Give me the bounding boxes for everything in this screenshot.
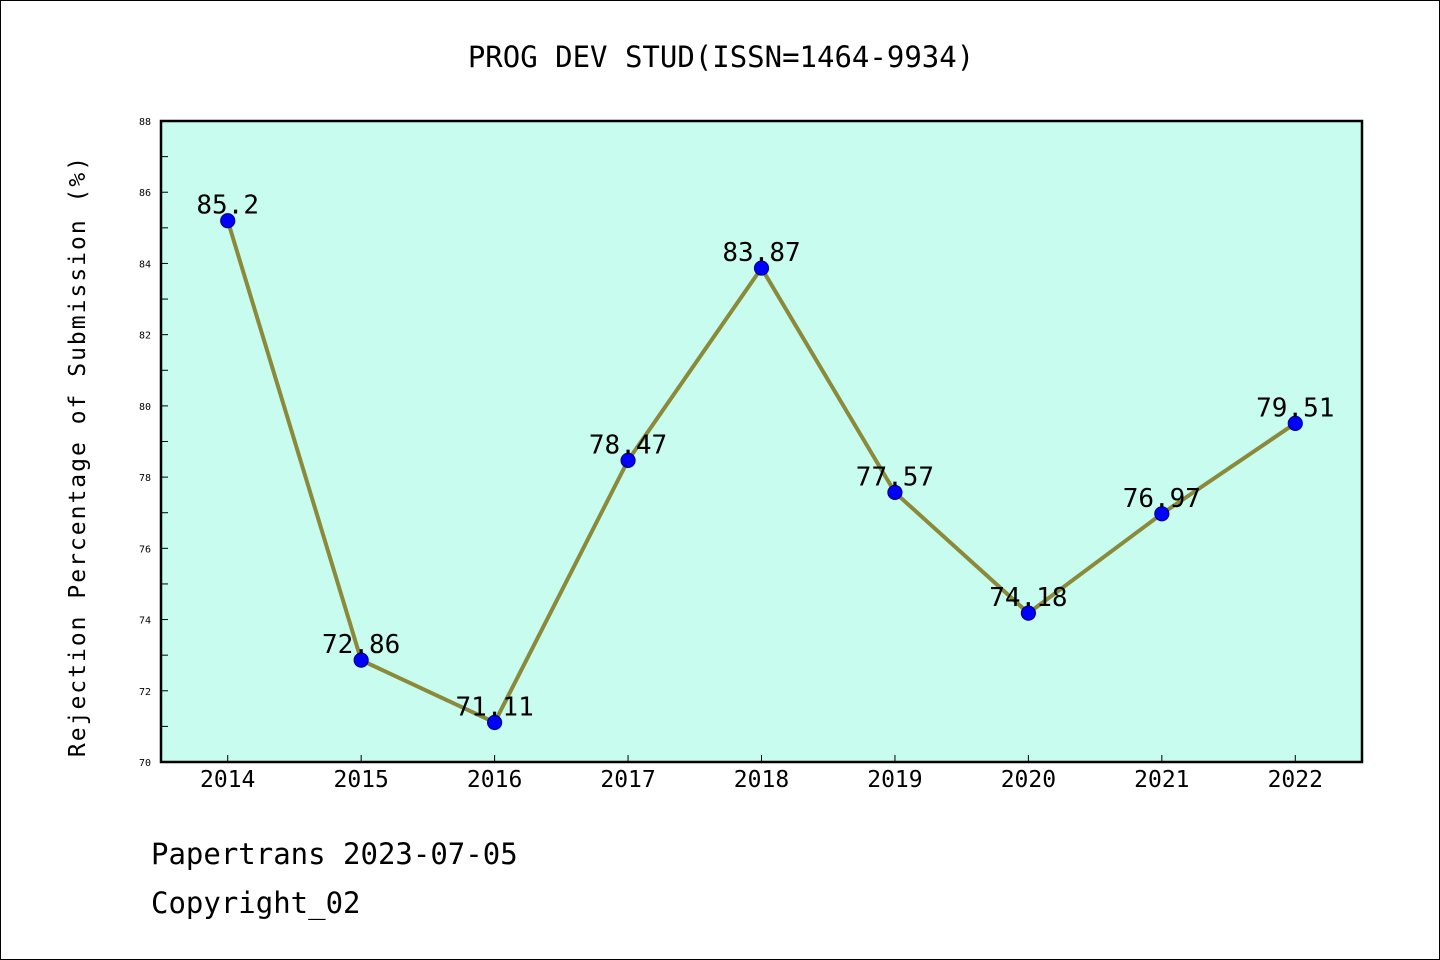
data-label: 77.57 [856,462,934,492]
y-tick-label: 74 [139,616,151,627]
data-label: 83.87 [722,238,800,268]
data-label: 79.51 [1256,393,1334,423]
y-axis: 70 72 74 76 78 80 82 84 86 88 [139,117,168,769]
footer-date: Papertrans 2023-07-05 [151,837,518,871]
data-label: 76.97 [1123,484,1201,514]
x-axis: 2014 2015 2016 2017 2018 2019 2020 2021 2022 [200,755,1323,793]
x-tick-label: 2021 [1134,767,1189,793]
data-point [1020,605,1036,621]
x-tick-label: 2016 [467,767,522,793]
data-label: 71.11 [455,692,533,722]
y-tick-label: 78 [139,473,151,484]
x-tick-label: 2020 [1001,767,1056,793]
y-tick-label: 84 [139,259,151,270]
y-tick-label: 80 [139,402,151,413]
y-tick-label: 76 [139,544,151,555]
y-axis-label: Rejection Percentage of Submission (%) [65,155,91,757]
data-point [887,484,903,501]
y-tick-label: 82 [139,331,151,342]
data-point [487,714,503,731]
x-tick-label: 2015 [333,767,388,793]
y-tick-label: 70 [139,758,151,769]
y-tick-label: 88 [139,117,151,128]
chart-title: PROG DEV STUD(ISSN=1464-9934) [468,40,974,74]
data-point [620,452,636,468]
data-point [1287,415,1303,431]
x-tick-label: 2018 [734,767,789,793]
data-label: 85.2 [196,191,259,221]
data-point [353,652,369,668]
data-label: 74.18 [989,583,1067,613]
x-tick-label: 2019 [867,767,922,793]
data-label: 78.47 [589,430,667,460]
data-point [1154,506,1170,522]
plot-area [159,119,1364,764]
y-tick-label: 72 [139,687,151,698]
series-group: 85.2 72.86 71.11 78.47 83.87 77.57 74.18 76.97 7… [196,191,1334,731]
x-tick-label: 2014 [200,767,255,793]
data-point [220,213,236,229]
x-tick-label: 2017 [600,767,655,793]
footer-copyright: Copyright_02 [151,886,361,920]
y-tick-label: 86 [139,188,151,199]
data-point [753,260,770,276]
data-label: 72.86 [322,630,400,660]
x-tick-label: 2022 [1268,767,1323,793]
